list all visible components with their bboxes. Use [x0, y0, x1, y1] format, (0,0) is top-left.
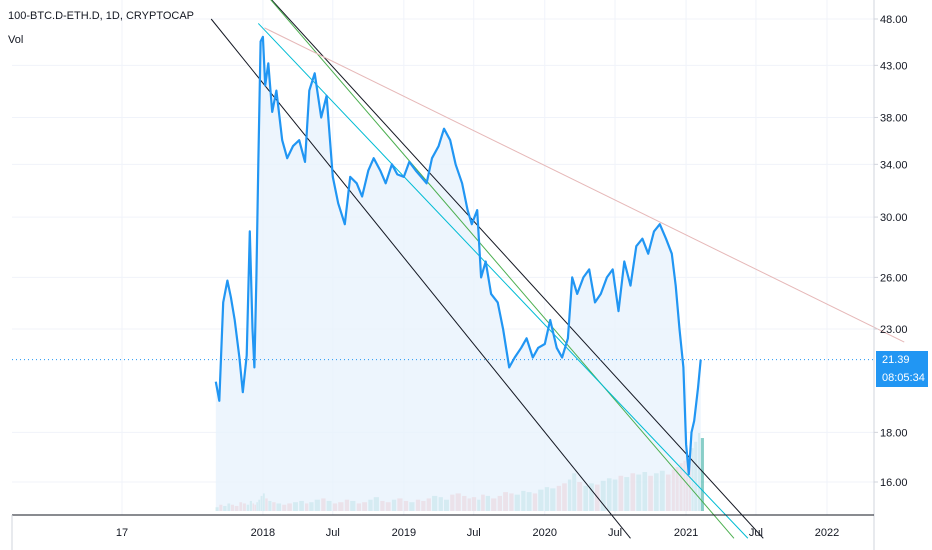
- y-tick-label: 48.00: [880, 14, 908, 26]
- trendlines: [12, 0, 905, 539]
- resistance-red-line: [264, 27, 905, 343]
- last-price-badge: 21.39 08:05:34: [876, 351, 928, 387]
- price-line: [214, 35, 702, 476]
- price-area: [215, 36, 701, 512]
- last-price-value: 21.39: [882, 354, 910, 366]
- channel-upper-black-line: [271, 0, 764, 539]
- x-tick-label: Jul: [749, 527, 763, 539]
- volume-legend[interactable]: Vol: [8, 34, 24, 46]
- x-tick-label: 2018: [251, 527, 275, 539]
- y-tick-label: 26.00: [880, 272, 908, 284]
- chart-axes: 17 2018 Jul 2019 Jul 2020 Jul 2021 Jul 2022 48.00 4…: [11, 0, 908, 550]
- x-tick-label: 2022: [815, 527, 839, 539]
- x-tick-label: 2020: [533, 527, 557, 539]
- y-tick-label: 34.00: [880, 159, 908, 171]
- channel-cyan-line: [257, 23, 749, 539]
- channel-green-line: [270, 0, 735, 539]
- bar-countdown: 08:05:34: [882, 372, 925, 384]
- y-tick-label: 16.00: [880, 477, 908, 489]
- x-tick-label: Jul: [467, 527, 481, 539]
- x-tick-label: 2019: [392, 527, 416, 539]
- volume-bar: [700, 438, 704, 511]
- price-area-fill: [215, 36, 701, 512]
- x-tick-label: 2021: [674, 527, 698, 539]
- x-tick-label: 17: [116, 527, 128, 539]
- price-series: [214, 35, 702, 476]
- y-tick-label: 18.00: [880, 427, 908, 439]
- y-tick-label: 23.00: [880, 324, 908, 336]
- channel-lower-black-line: [210, 18, 631, 539]
- y-tick-label: 30.00: [880, 212, 908, 224]
- symbol-legend[interactable]: 100-BTC.D-ETH.D, 1D, CRYPTOCAP: [8, 10, 195, 22]
- x-tick-label: Jul: [608, 527, 622, 539]
- y-tick-label: 38.00: [880, 112, 908, 124]
- y-tick-label: 43.00: [880, 60, 908, 72]
- x-tick-label: Jul: [326, 527, 340, 539]
